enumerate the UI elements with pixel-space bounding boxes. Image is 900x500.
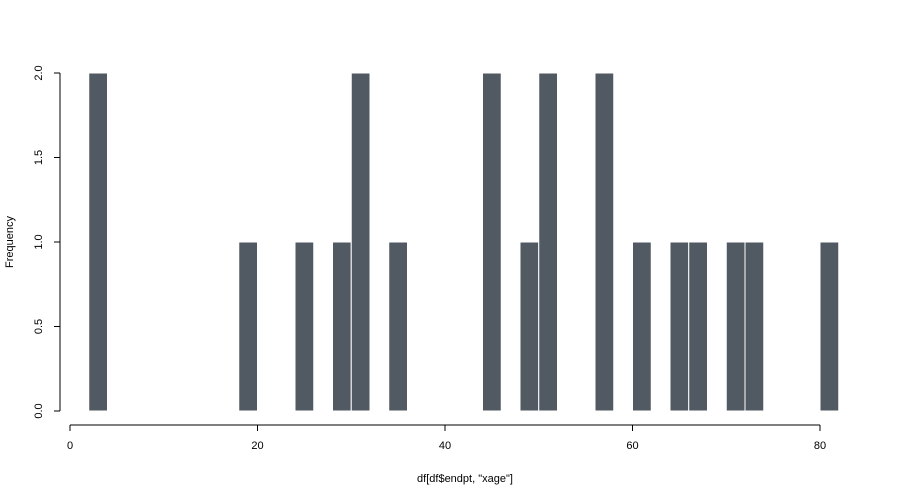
histogram-bar — [332, 241, 352, 412]
y-tick-label: 0.0 — [33, 403, 45, 418]
histogram-bar — [669, 241, 690, 412]
y-axis: 0.0 0.5 1.0 1.5 2.0 — [33, 65, 61, 419]
histogram-bar — [294, 241, 315, 412]
x-tick-label: 0 — [67, 440, 73, 452]
bars-group — [88, 72, 840, 412]
histogram-bar — [725, 241, 746, 412]
y-tick-label: 2.0 — [33, 65, 45, 80]
y-axis-title: Frequency — [4, 216, 16, 268]
y-tick-label: 1.5 — [33, 150, 45, 165]
histogram-bar — [238, 241, 258, 412]
y-tick-label: 1.0 — [33, 234, 45, 249]
histogram-bar — [482, 72, 502, 412]
histogram-bar — [519, 241, 540, 412]
histogram-bar — [632, 241, 652, 412]
histogram-bar — [819, 241, 840, 412]
x-axis: 0 20 40 60 80 — [67, 424, 826, 452]
histogram-bar — [388, 241, 408, 412]
y-tick-label: 0.5 — [33, 319, 45, 334]
x-tick-label: 20 — [251, 440, 263, 452]
histogram-bar — [538, 72, 558, 412]
histogram-bar — [688, 241, 708, 412]
x-axis-title: df[df$endpt, "xage"] — [417, 473, 513, 485]
histogram-bar — [744, 241, 765, 412]
histogram-bar — [594, 72, 615, 412]
x-tick-label: 80 — [814, 440, 826, 452]
x-tick-label: 40 — [439, 440, 451, 452]
x-tick-label: 60 — [626, 440, 638, 452]
histogram-bar — [350, 72, 371, 412]
histogram-bar — [88, 72, 108, 412]
